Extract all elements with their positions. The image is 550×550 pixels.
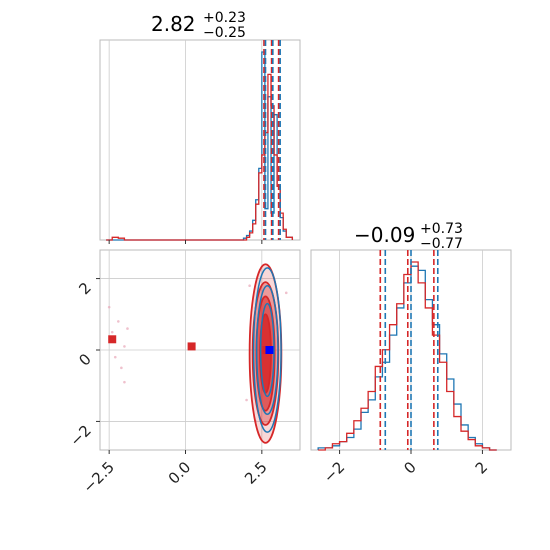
scatter-point <box>113 355 117 359</box>
scatter-point <box>117 320 120 323</box>
blue-contour <box>255 284 279 416</box>
param1-title-median: 2.82 <box>151 12 196 36</box>
scatter-point <box>123 380 126 384</box>
param2-title-median: −0.09 <box>354 223 415 247</box>
hist1-series-1 <box>106 73 294 241</box>
scatter-point <box>110 330 114 334</box>
scatter-point <box>126 327 129 330</box>
scatter-point <box>107 305 111 309</box>
red-marker <box>108 335 117 344</box>
joint-x-tick-label: −2.5 <box>79 458 117 496</box>
scatter-point <box>123 345 126 348</box>
param2-title-plus: +0.73 <box>420 221 463 237</box>
param2-histogram-panel <box>310 249 512 451</box>
param1-title: 2.82 +0.23 −0.25 <box>151 10 246 41</box>
param2-title-minus: −0.77 <box>420 236 463 252</box>
param2-title: −0.09 +0.73 −0.77 <box>354 221 463 252</box>
param1-title-minus: −0.25 <box>203 25 246 41</box>
scatter-point <box>284 291 288 295</box>
joint-y-tick-label: 2 <box>75 279 94 298</box>
blue-contour <box>259 302 275 398</box>
red-marker <box>187 342 196 351</box>
joint-x-tick-label: 2.5 <box>241 458 271 488</box>
param1-histogram-panel <box>99 39 301 241</box>
scatter-point <box>245 398 248 402</box>
blue-contour <box>252 267 282 433</box>
joint-y-tick-label: −2 <box>66 422 94 450</box>
hist2-x-tick-label: 0 <box>400 458 419 477</box>
joint-contour-panel <box>99 249 301 451</box>
param1-title-plus: +0.23 <box>203 10 246 26</box>
blue-marker <box>265 346 274 354</box>
hist2-series-1 <box>318 261 497 451</box>
joint-y-tick-label: 0 <box>75 350 94 369</box>
joint-x-tick-label: 0.0 <box>165 458 195 488</box>
hist2-x-tick-label: −2 <box>320 458 348 486</box>
scatter-point <box>120 366 123 370</box>
hist1-frame <box>99 39 301 241</box>
hist2-x-tick-label: 2 <box>472 458 491 477</box>
scatter-point <box>248 284 251 288</box>
